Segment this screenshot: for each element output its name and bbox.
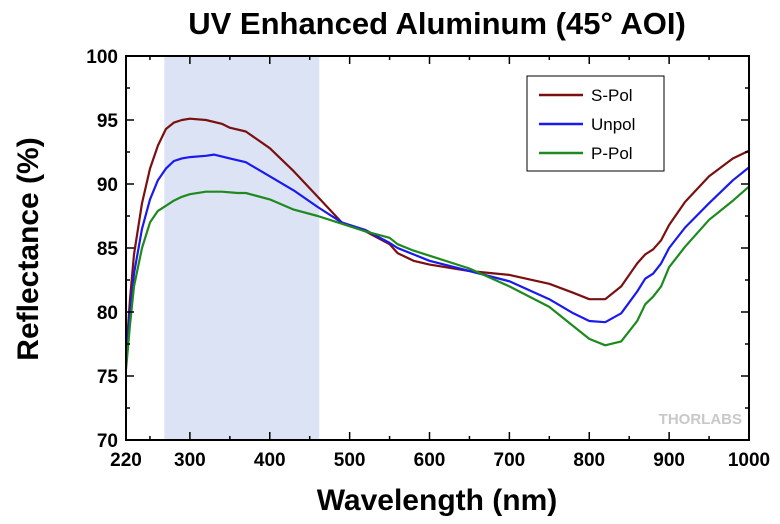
- x-tick-label: 700: [494, 450, 526, 471]
- y-tick-label: 90: [97, 175, 118, 196]
- series-line-unpol: [124, 153, 750, 364]
- x-tick-label: 500: [334, 450, 366, 471]
- legend: S-Pol Unpol P-Pol: [526, 75, 665, 172]
- x-tick-label: 900: [653, 450, 685, 471]
- series-group: [124, 117, 750, 370]
- x-tick-label: 400: [254, 450, 286, 471]
- chart-title: UV Enhanced Aluminum (45° AOI): [188, 6, 686, 41]
- x-axis-title: Wavelength (nm): [317, 484, 558, 517]
- watermark-text: THORLABS: [659, 411, 742, 428]
- legend-label-s-pol: S-Pol: [591, 86, 633, 105]
- y-axis-title: Reflectance (%): [12, 137, 45, 360]
- series-line-p-pol: [124, 185, 750, 370]
- y-tick-label: 100: [86, 47, 118, 68]
- x-tick-label: 300: [174, 450, 206, 471]
- y-tick-label: 85: [97, 239, 119, 260]
- axis-ticks: [126, 56, 749, 440]
- x-tick-label: 1000: [728, 450, 770, 471]
- thorlabs-watermark: THORLABS: [659, 411, 742, 428]
- x-tick-label: 600: [414, 450, 446, 471]
- y-tick-label: 95: [97, 111, 119, 132]
- y-tick-label: 70: [97, 431, 118, 452]
- x-tick-label: 220: [110, 450, 142, 471]
- y-tick-label: 75: [97, 367, 119, 388]
- legend-label-unpol: Unpol: [591, 115, 635, 134]
- highlight-band: [164, 56, 320, 440]
- x-tick-label: 800: [573, 450, 605, 471]
- y-tick-labels: 70 75 80 85 90 95 100: [86, 47, 118, 452]
- legend-label-p-pol: P-Pol: [591, 144, 633, 163]
- y-tick-label: 80: [97, 303, 118, 324]
- x-tick-labels: 220 300 400 500 600 700 800 900 1000: [110, 450, 770, 471]
